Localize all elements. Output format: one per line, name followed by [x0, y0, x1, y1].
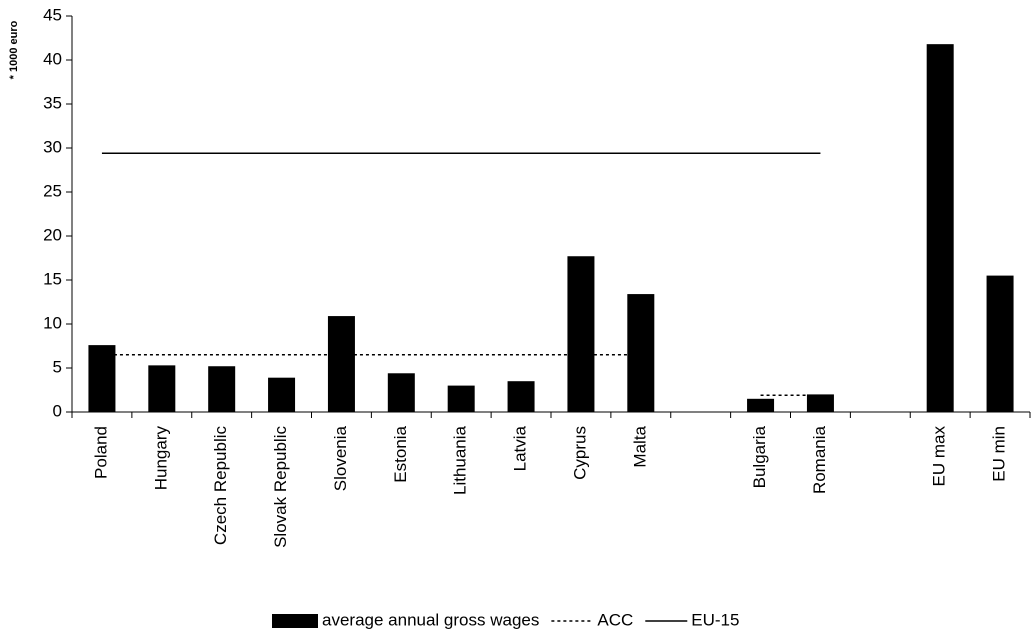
x-tick-label: Slovak Republic	[271, 426, 290, 548]
x-tick-label: Lithuania	[451, 425, 470, 495]
legend-item: EU-15	[645, 610, 739, 629]
y-tick-label: 30	[43, 137, 62, 156]
bar	[986, 275, 1014, 412]
bar	[327, 316, 355, 412]
bar	[88, 345, 116, 412]
y-tick-label: 10	[43, 313, 62, 332]
bar	[926, 44, 954, 412]
x-tick-label: Cyprus	[570, 426, 589, 480]
x-tick-label: Czech Republic	[211, 426, 230, 546]
bar	[747, 398, 775, 412]
x-tick-label: Malta	[630, 425, 649, 467]
y-tick-label: 5	[53, 357, 62, 376]
y-axis-label: * 1000 euro	[8, 20, 20, 79]
y-tick-label: 15	[43, 269, 62, 288]
x-tick-label: EU min	[990, 426, 1009, 482]
legend-label: ACC	[597, 610, 633, 629]
y-tick-label: 45	[43, 5, 62, 24]
x-tick-label: EU max	[930, 426, 949, 487]
bar	[567, 256, 595, 412]
bar	[387, 373, 415, 412]
bar	[268, 377, 296, 412]
y-tick-label: 25	[43, 181, 62, 200]
legend-swatch	[272, 614, 318, 628]
legend-item: ACC	[551, 610, 633, 629]
x-tick-label: Latvia	[511, 425, 530, 471]
y-tick-label: 40	[43, 49, 62, 68]
x-tick-label: Slovenia	[331, 425, 350, 491]
x-tick-label: Bulgaria	[750, 425, 769, 488]
x-tick-label: Poland	[91, 426, 110, 479]
bar	[148, 365, 176, 412]
y-tick-label: 0	[53, 401, 62, 420]
legend-label: average annual gross wages	[322, 610, 539, 629]
bar	[806, 394, 834, 412]
x-tick-label: Romania	[810, 425, 829, 494]
y-tick-label: 35	[43, 93, 62, 112]
legend-label: EU-15	[691, 610, 739, 629]
bar	[208, 366, 236, 412]
bar	[447, 385, 475, 412]
y-tick-label: 20	[43, 225, 62, 244]
bar	[627, 294, 655, 412]
x-tick-label: Estonia	[391, 425, 410, 482]
bar	[507, 381, 535, 412]
x-tick-label: Hungary	[151, 426, 170, 491]
legend-item: average annual gross wages	[272, 610, 539, 629]
line	[101, 354, 821, 397]
